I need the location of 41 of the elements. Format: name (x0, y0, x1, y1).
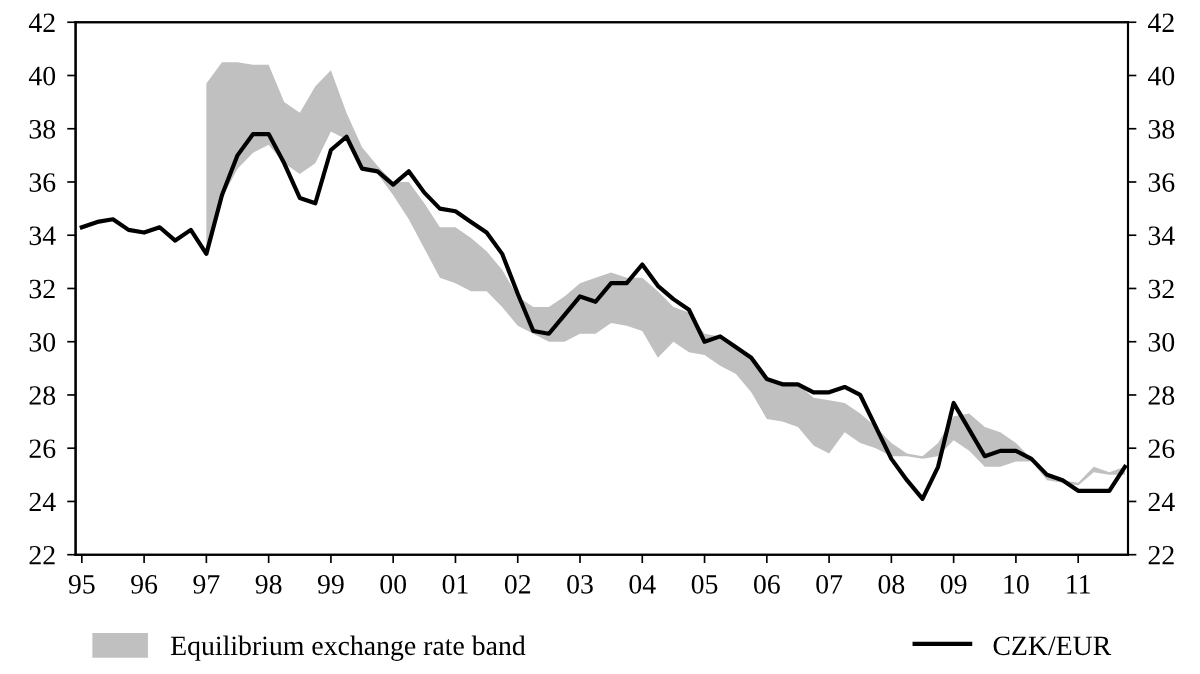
x-tick-label: 02 (504, 574, 531, 594)
y2-tick-label: 38 (1148, 119, 1175, 139)
x-tick-label: 04 (629, 574, 656, 594)
legend-label: Equilibrium exchange rate band (170, 635, 526, 661)
x-tick-label: 08 (878, 574, 905, 594)
x-tick-label: 05 (691, 574, 718, 594)
x-tick-label: 01 (442, 574, 468, 594)
x-tick-label: 06 (753, 574, 780, 594)
x-tick-label: 11 (1067, 575, 1090, 594)
x-tick-label: 97 (193, 575, 220, 594)
y-tick-label: 24 (29, 492, 56, 512)
y-tick-label: 42 (28, 13, 55, 32)
y-tick-label: 26 (29, 439, 56, 459)
legend-label: CZK/EUR (993, 636, 1112, 656)
y2-tick-label: 36 (1148, 173, 1175, 192)
x-tick-label: 03 (567, 574, 593, 594)
y-tick-label: 40 (28, 66, 56, 86)
x-tick-label: 95 (68, 575, 95, 594)
x-tick-label: 10 (1004, 574, 1029, 594)
y-tick-label: 38 (29, 119, 56, 139)
y2-tick-label: 30 (1148, 332, 1175, 352)
y2-tick-label: 42 (1147, 13, 1174, 32)
y2-tick-label: 28 (1148, 386, 1175, 405)
y2-tick-label: 34 (1148, 226, 1175, 246)
y2-tick-label: 22 (1148, 545, 1174, 565)
x-tick-label: 96 (131, 575, 158, 594)
y-tick-label: 28 (29, 386, 56, 405)
y-tick-label: 36 (29, 173, 56, 192)
y-tick-label: 34 (29, 226, 56, 246)
x-tick-label: 09 (940, 574, 967, 594)
x-tick-label: 07 (816, 574, 843, 594)
y2-tick-label: 24 (1148, 492, 1175, 512)
x-tick-label: 98 (255, 574, 282, 594)
x-tick-label: 99 (317, 575, 344, 594)
y2-tick-label: 26 (1148, 439, 1175, 459)
y-tick-label: 30 (29, 332, 56, 352)
y-tick-label: 32 (29, 279, 55, 299)
y-tick-label: 22 (29, 545, 55, 565)
y2-tick-label: 32 (1148, 279, 1174, 299)
x-tick-label: 00 (380, 574, 407, 594)
y2-tick-label: 40 (1147, 66, 1175, 86)
